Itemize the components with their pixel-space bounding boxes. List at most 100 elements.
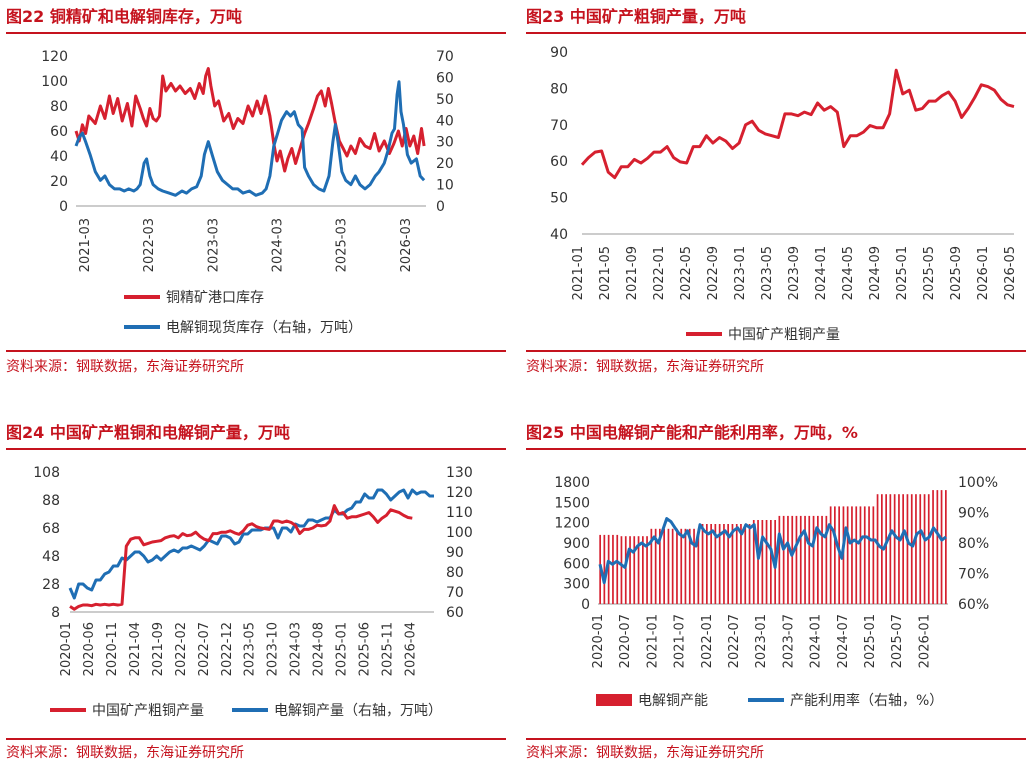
x-tick: 2023-10	[266, 622, 281, 676]
capacity-bar	[752, 520, 755, 604]
series-line-blister	[69, 504, 413, 611]
capacity-bar	[927, 494, 930, 604]
capacity-bar	[915, 494, 917, 604]
y-tick-left: 1500	[554, 495, 590, 511]
x-tick: 2022-01	[652, 246, 667, 300]
y-tick-left: 1800	[554, 475, 590, 491]
y-tick-right: 30	[436, 135, 454, 151]
legend-swatch	[596, 694, 632, 706]
capacity-bar	[748, 524, 751, 604]
x-tick: 2024-01	[814, 246, 829, 300]
x-tick: 2021-07	[673, 614, 688, 668]
x-tick: 2021-09	[151, 622, 166, 676]
capacity-bar	[778, 515, 781, 604]
x-tick: 2023-01	[733, 246, 748, 300]
capacity-bar	[684, 528, 687, 604]
capacity-bar	[834, 506, 836, 604]
x-tick: 2023-05	[243, 622, 258, 676]
y-tick-right: 90%	[958, 506, 989, 522]
x-tick: 2025-06	[358, 622, 373, 676]
y-tick-left: 100	[41, 74, 68, 90]
y-tick: 80	[550, 81, 568, 97]
chart-title: 图22 铜精矿和电解铜库存，万吨	[6, 7, 242, 26]
capacity-bar	[910, 494, 913, 604]
x-tick: 2023-01	[754, 614, 769, 668]
x-tick: 2021-09	[625, 246, 640, 300]
panel-capacity: 图25 中国电解铜产能和产能利用率，万吨，% 0 300 600 900 1200 150…	[526, 420, 1026, 768]
x-tick: 2025-03	[335, 218, 350, 272]
y-tick-left: 28	[42, 577, 60, 593]
y-tick-right: 100%	[958, 475, 998, 491]
capacity-bar	[654, 528, 657, 604]
legend-label: 电解铜产量（右轴，万吨）	[274, 703, 442, 719]
capacity-bar	[620, 536, 623, 604]
capacity-bar	[616, 534, 619, 604]
y-tick-right: 100	[446, 525, 473, 541]
capacity-bar	[902, 494, 904, 604]
capacity-bar	[945, 490, 947, 604]
y-tick: 60	[550, 154, 568, 170]
capacity-bar	[898, 494, 900, 604]
x-tick: 2024-09	[868, 246, 883, 300]
capacity-bar	[637, 536, 640, 604]
y-tick-right: 110	[446, 505, 473, 521]
capacity-bar	[808, 515, 811, 604]
capacity-bar	[714, 524, 717, 604]
x-tick: 2023-03	[206, 218, 221, 272]
y-tick-right: 60%	[958, 597, 989, 613]
x-tick: 2024-05	[841, 246, 856, 300]
y-tick-right: 80	[446, 565, 464, 581]
y-tick-left: 1200	[554, 516, 590, 532]
x-tick: 2020-11	[105, 622, 120, 676]
capacity-bar	[680, 528, 683, 604]
chart-inventory: 0 20 40 60 80 100 120 0 10 20 30 40 50 60 70 2021-03 202…	[41, 49, 454, 336]
y-tick-left: 60	[50, 124, 68, 140]
capacity-bar	[701, 524, 704, 604]
series-line-blister	[580, 68, 1015, 180]
legend-label: 中国矿产粗铜产量	[728, 327, 840, 343]
y-tick-left: 40	[50, 149, 68, 165]
source-rule	[6, 738, 506, 740]
capacity-bar	[821, 515, 823, 604]
y-tick-left: 900	[563, 536, 590, 552]
source-rule	[526, 738, 1026, 740]
y-tick-right: 40	[436, 113, 454, 129]
capacity-bar	[650, 528, 653, 604]
series-line-cathode	[68, 488, 434, 600]
chart-title: 图23 中国矿产粗铜产量，万吨	[526, 7, 746, 26]
capacity-bar	[940, 490, 943, 604]
y-tick-left: 80	[50, 99, 68, 115]
capacity-bar	[765, 520, 768, 604]
x-tick: 2022-02	[174, 622, 189, 676]
y-tick-left: 88	[42, 493, 60, 509]
x-tick: 2025-09	[949, 246, 964, 300]
x-tick: 2023-07	[781, 614, 796, 668]
capacity-bar	[731, 524, 734, 604]
y-tick-left: 600	[563, 556, 590, 572]
source-rule	[6, 350, 506, 352]
series-line-cathode	[74, 80, 426, 197]
y-tick: 50	[550, 191, 568, 207]
legend-label: 铜精矿港口库存	[166, 290, 264, 306]
y-tick-right: 70	[446, 585, 464, 601]
legend-label: 电解铜产能	[638, 693, 708, 709]
capacity-bar	[706, 524, 708, 604]
source-text: 资料来源：钢联数据，东海证券研究所	[6, 359, 244, 375]
capacity-bar	[791, 515, 794, 604]
y-tick-left: 68	[42, 521, 60, 537]
title-rule	[6, 32, 506, 34]
x-tick: 2022-03	[142, 218, 157, 272]
x-tick: 2023-09	[787, 246, 802, 300]
x-tick: 2020-01	[59, 622, 74, 676]
capacity-bar	[932, 490, 934, 604]
x-tick: 2026-03	[399, 218, 414, 272]
x-tick: 2022-09	[706, 246, 721, 300]
x-tick: 2026-01	[976, 246, 991, 300]
x-tick: 2020-07	[618, 614, 633, 668]
capacity-bar	[829, 506, 832, 604]
x-tick: 2026-04	[404, 622, 419, 676]
y-tick-right: 70%	[958, 567, 989, 583]
x-tick: 2025-07	[890, 614, 905, 668]
capacity-bar	[782, 515, 785, 604]
capacity-bar	[646, 536, 648, 604]
